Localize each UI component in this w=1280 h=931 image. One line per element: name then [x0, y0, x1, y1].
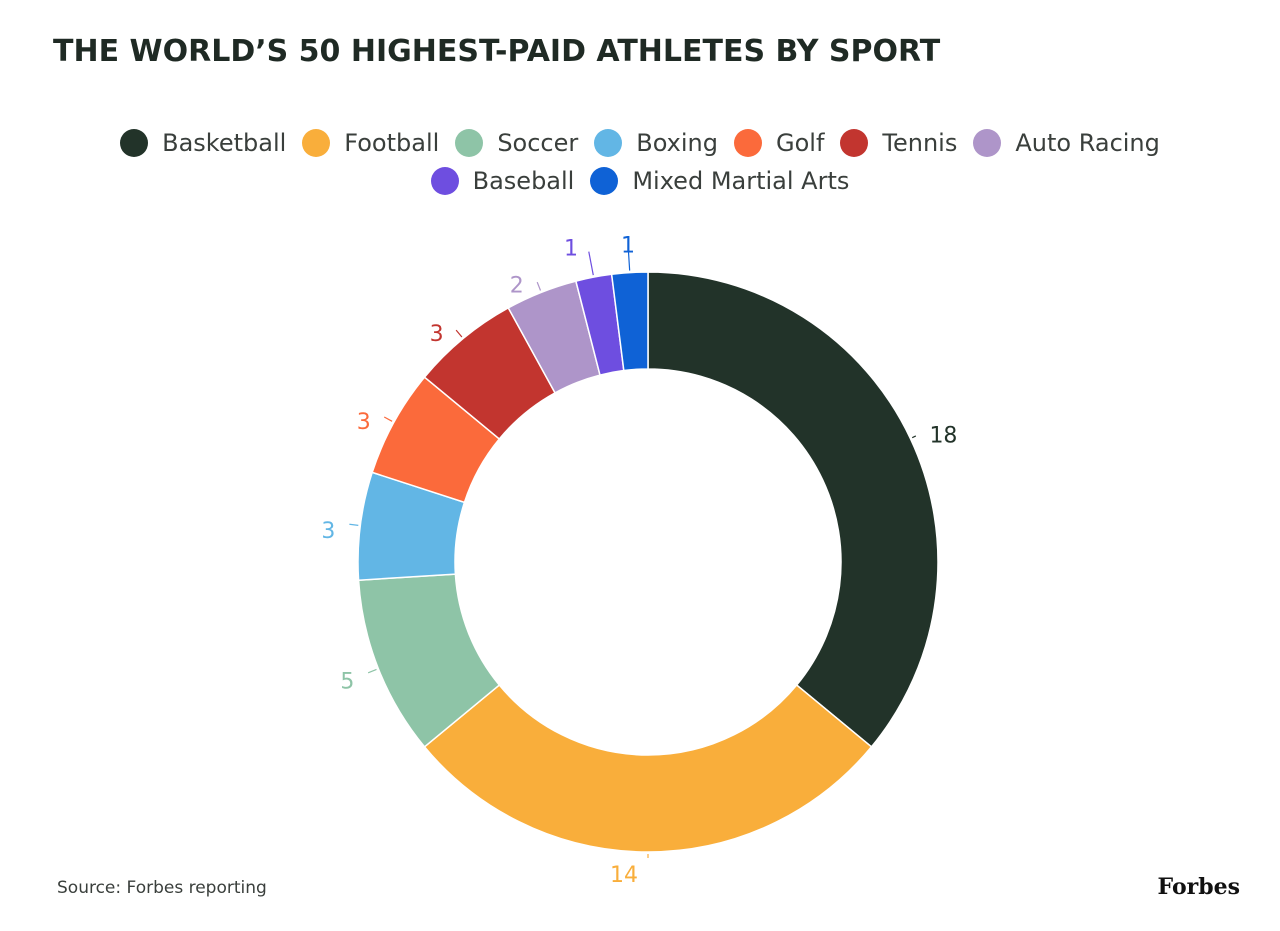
- legend-label-baseball: Baseball: [472, 167, 575, 195]
- data-label-soccer: 5: [340, 669, 354, 694]
- legend-item-football: Football: [302, 126, 439, 160]
- data-label-baseball: 1: [564, 237, 578, 262]
- legend-item-auto-racing: Auto Racing: [973, 126, 1160, 160]
- legend-row-1: Basketball Football Soccer Boxing Golf T…: [40, 126, 1240, 160]
- slice-basketball: [647, 271, 939, 748]
- data-label-basketball: 18: [929, 423, 957, 448]
- data-label-football: 14: [610, 863, 638, 888]
- legend-label-auto-racing: Auto Racing: [1015, 129, 1160, 157]
- leader-line-mixed-martial-arts: [627, 248, 631, 271]
- legend-label-soccer: Soccer: [497, 129, 579, 157]
- leader-line-soccer: [367, 668, 377, 674]
- legend-swatch-basketball: [120, 129, 149, 157]
- legend-swatch-tennis: [840, 129, 869, 157]
- legend-swatch-mixed-martial-arts: [590, 167, 619, 195]
- leader-line-tennis: [455, 329, 463, 338]
- legend-label-golf: Golf: [776, 129, 825, 157]
- legend-item-mixed-martial-arts: Mixed Martial Arts: [590, 164, 849, 198]
- legend-swatch-football: [302, 129, 331, 157]
- slice-mixed-martial-arts: [610, 271, 649, 372]
- leader-line-auto-racing: [536, 281, 542, 291]
- legend-label-mixed-martial-arts: Mixed Martial Arts: [632, 167, 850, 195]
- leader-line-boxing: [349, 523, 359, 526]
- legend-label-basketball: Basketball: [162, 129, 287, 157]
- chart-legend: Basketball Football Soccer Boxing Golf T…: [40, 126, 1240, 198]
- legend-item-golf: Golf: [734, 126, 824, 160]
- data-label-auto-racing: 2: [510, 273, 524, 298]
- legend-swatch-auto-racing: [973, 129, 1002, 157]
- legend-item-tennis: Tennis: [840, 126, 957, 160]
- legend-item-baseball: Baseball: [430, 164, 575, 198]
- legend-item-soccer: Soccer: [455, 126, 578, 160]
- data-label-golf: 3: [357, 410, 371, 435]
- leader-line-baseball: [588, 251, 594, 276]
- legend-item-basketball: Basketball: [120, 126, 286, 160]
- leader-line-basketball: [911, 435, 917, 439]
- legend-label-boxing: Boxing: [636, 129, 718, 157]
- legend-label-tennis: Tennis: [882, 129, 958, 157]
- source-note: Source: Forbes reporting: [57, 878, 267, 898]
- chart-title: THE WORLD’S 50 HIGHEST-PAID ATHLETES BY …: [53, 34, 941, 69]
- legend-item-boxing: Boxing: [594, 126, 718, 160]
- legend-swatch-baseball: [430, 167, 459, 195]
- legend-label-football: Football: [344, 129, 440, 157]
- data-label-boxing: 3: [321, 519, 335, 544]
- slice-football: [423, 683, 873, 853]
- legend-swatch-golf: [734, 129, 762, 157]
- data-label-mixed-martial-arts: 1: [621, 234, 635, 259]
- leader-line-golf: [383, 416, 393, 422]
- legend-swatch-soccer: [455, 129, 484, 157]
- legend-row-2: Baseball Mixed Martial Arts: [40, 164, 1240, 198]
- forbes-logo: Forbes: [1157, 874, 1240, 900]
- legend-swatch-boxing: [594, 129, 623, 157]
- data-label-tennis: 3: [430, 322, 444, 347]
